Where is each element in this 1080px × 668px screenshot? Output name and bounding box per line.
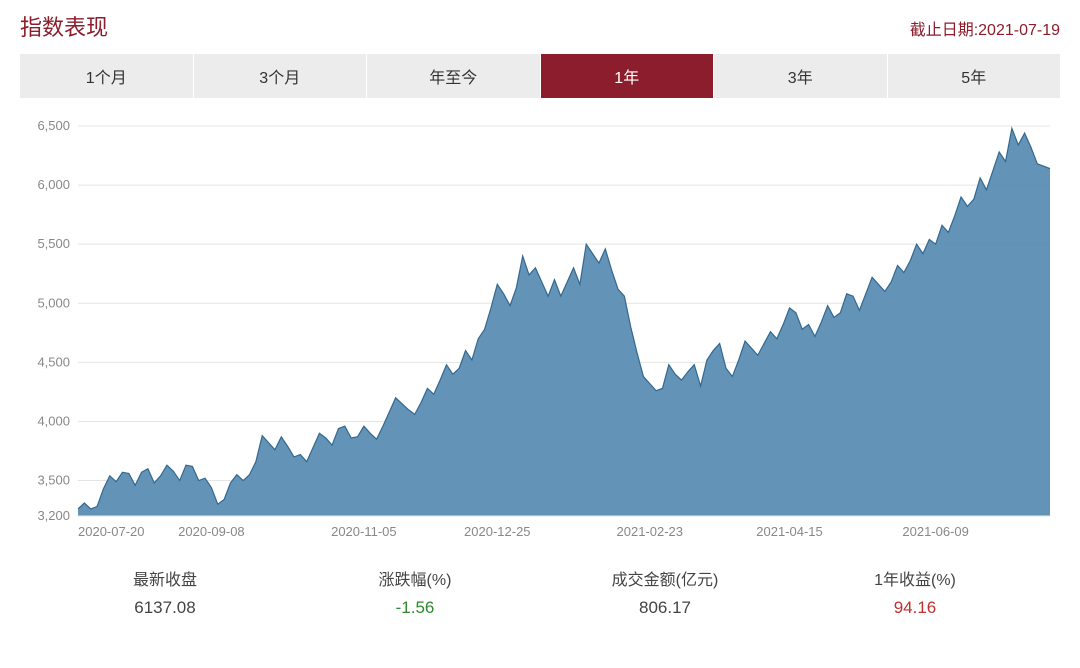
stat-0: 最新收盘 6137.08 (40, 566, 290, 618)
stat-label: 成交金额(亿元) (540, 566, 790, 590)
tab-period-5[interactable]: 5年 (888, 54, 1061, 98)
tab-label: 5年 (961, 70, 986, 87)
stat-value: 94.16 (790, 598, 1040, 618)
tab-label: 1个月 (86, 70, 127, 87)
tab-period-0[interactable]: 1个月 (20, 54, 194, 98)
svg-text:2020-07-20: 2020-07-20 (78, 524, 145, 539)
chart-svg: 3,200 3,500 4,000 4,500 5,000 5,500 6,000 6,500… (20, 116, 1060, 546)
svg-text:2021-04-15: 2021-04-15 (756, 524, 823, 539)
svg-text:6,500: 6,500 (37, 118, 70, 133)
svg-text:4,000: 4,000 (37, 413, 70, 428)
svg-text:2020-11-05: 2020-11-05 (331, 524, 397, 539)
stat-3: 1年收益(%) 94.16 (790, 566, 1040, 618)
header-row: 指数表现 截止日期:2021-07-19 (20, 10, 1060, 42)
period-tabs: 1个月 3个月 年至今 1年 3年 5年 (20, 54, 1060, 98)
tab-label: 3年 (788, 70, 813, 87)
stat-value: -1.56 (290, 598, 540, 618)
stat-1: 涨跌幅(%) -1.56 (290, 566, 540, 618)
cutoff-value: 2021-07-19 (978, 22, 1060, 39)
index-chart: 3,200 3,500 4,000 4,500 5,000 5,500 6,000 6,500… (20, 116, 1060, 546)
svg-text:3,200: 3,200 (37, 508, 70, 523)
svg-text:4,500: 4,500 (37, 354, 70, 369)
stat-value: 806.17 (540, 598, 790, 618)
cutoff-date: 截止日期:2021-07-19 (910, 16, 1060, 40)
svg-text:5,500: 5,500 (37, 236, 70, 251)
svg-text:2020-09-08: 2020-09-08 (178, 524, 245, 539)
tab-period-2[interactable]: 年至今 (367, 54, 541, 98)
tab-period-4[interactable]: 3年 (714, 54, 888, 98)
tab-period-3[interactable]: 1年 (541, 54, 715, 98)
svg-text:2021-06-09: 2021-06-09 (902, 524, 969, 539)
page-title: 指数表现 (20, 10, 108, 42)
svg-text:2021-02-23: 2021-02-23 (617, 524, 684, 539)
tab-period-1[interactable]: 3个月 (194, 54, 368, 98)
tab-label: 1年 (614, 70, 639, 87)
svg-text:3,500: 3,500 (37, 473, 70, 488)
tab-label: 年至今 (429, 70, 477, 87)
stat-2: 成交金额(亿元) 806.17 (540, 566, 790, 618)
stat-label: 最新收盘 (40, 566, 290, 590)
cutoff-prefix: 截止日期: (910, 22, 978, 39)
svg-text:2020-12-25: 2020-12-25 (464, 524, 531, 539)
stat-label: 涨跌幅(%) (290, 566, 540, 590)
stat-value: 6137.08 (40, 598, 290, 618)
svg-text:5,000: 5,000 (37, 295, 70, 310)
svg-text:6,000: 6,000 (37, 177, 70, 192)
tab-label: 3个月 (259, 70, 300, 87)
stat-label: 1年收益(%) (790, 566, 1040, 590)
stats-row: 最新收盘 6137.08涨跌幅(%) -1.56成交金额(亿元) 806.171年收益… (20, 566, 1060, 618)
